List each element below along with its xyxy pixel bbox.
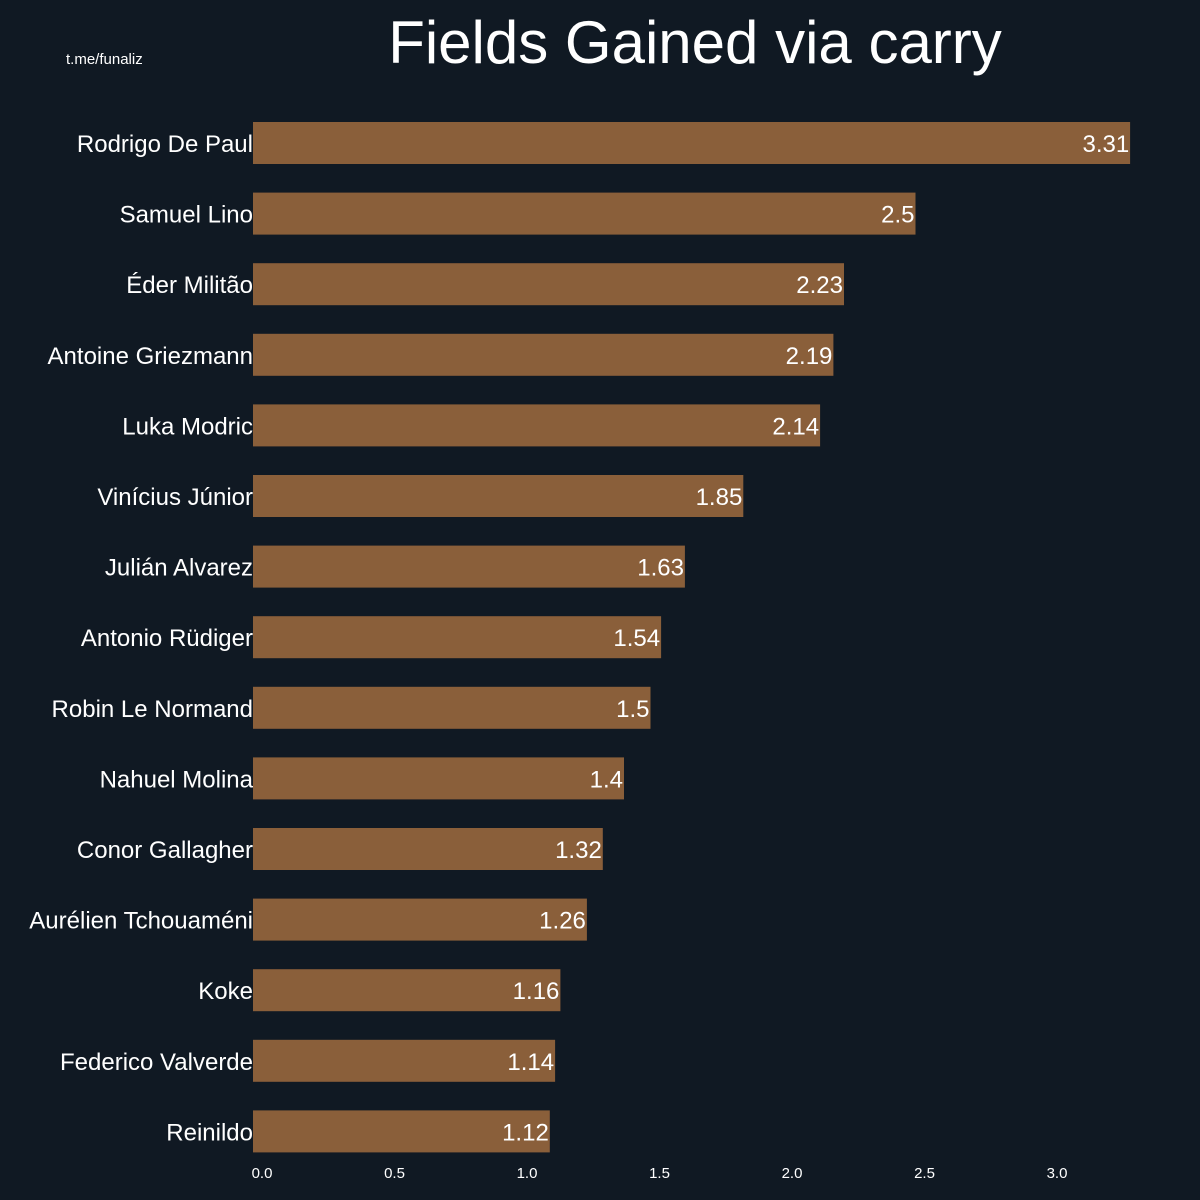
bar [253, 898, 587, 941]
x-tick-label: 0.5 [384, 1165, 405, 1182]
bar-value-label: 1.16 [513, 978, 560, 1005]
bar [253, 122, 1131, 164]
bar-value-label: 1.26 [539, 908, 586, 935]
bar [253, 1039, 556, 1082]
category-labels-group: Rodrigo De Paul Samuel Lino Éder Militão An… [29, 131, 253, 1146]
bar-value-label: 2.19 [786, 343, 833, 370]
bar-value-label: 1.85 [696, 484, 743, 511]
bar [253, 545, 685, 588]
category-label: Rodrigo De Paul [77, 131, 253, 158]
category-label: Federico Valverde [60, 1049, 253, 1076]
category-label: Robin Le Normand [52, 696, 253, 723]
bar-value-label: 1.14 [507, 1049, 554, 1076]
x-tick-label: 2.0 [782, 1165, 803, 1182]
category-label: Samuel Lino [120, 202, 253, 229]
bar [253, 475, 744, 517]
bar [253, 404, 821, 447]
bar-value-label: 1.12 [502, 1119, 549, 1146]
category-label: Conor Gallagher [77, 837, 253, 864]
bar [253, 192, 916, 235]
bar [253, 263, 844, 306]
bar-value-label: 2.23 [796, 272, 843, 299]
bar-value-label: 2.14 [772, 413, 819, 440]
bar [253, 757, 624, 800]
watermark-text: t.me/funaliz [66, 51, 143, 68]
bar-value-label: 1.4 [590, 766, 623, 793]
bar-value-label: 3.31 [1082, 131, 1129, 158]
value-labels-group: 3.31 2.5 2.23 2.19 2.14 1.85 1.63 1.54 1.5 1.4 1.3… [502, 131, 1129, 1146]
category-label: Luka Modric [122, 413, 253, 440]
category-label: Antonio Rüdiger [81, 625, 253, 652]
category-label: Antoine Griezmann [48, 343, 253, 370]
bar-value-label: 2.5 [881, 202, 914, 229]
bar-value-label: 1.32 [555, 837, 602, 864]
x-tick-label: 1.5 [649, 1165, 670, 1182]
bar [253, 828, 603, 870]
chart-title: Fields Gained via carry [388, 9, 1002, 76]
x-tick-label: 0.0 [252, 1165, 273, 1182]
bars-group [253, 122, 1131, 1153]
x-tick-label: 2.5 [914, 1165, 935, 1182]
x-tick-label: 3.0 [1047, 1165, 1068, 1182]
category-label: Aurélien Tchouaméni [29, 908, 253, 935]
bar [253, 616, 662, 659]
bar [253, 333, 834, 376]
category-label: Éder Militão [126, 272, 253, 299]
category-label: Koke [198, 978, 253, 1005]
category-label: Nahuel Molina [100, 766, 254, 793]
bar [253, 969, 561, 1012]
category-label: Reinildo [166, 1119, 253, 1146]
bar-value-label: 1.63 [637, 555, 684, 582]
bar [253, 686, 651, 729]
category-label: Julián Alvarez [105, 555, 253, 582]
category-label: Vinícius Júnior [97, 484, 253, 511]
bar [253, 1110, 550, 1153]
bar-value-label: 1.5 [616, 696, 649, 723]
x-axis-ticks: 0.0 0.5 1.0 1.5 2.0 2.5 3.0 [252, 1165, 1068, 1182]
x-tick-label: 1.0 [517, 1165, 538, 1182]
bar-value-label: 1.54 [613, 625, 660, 652]
